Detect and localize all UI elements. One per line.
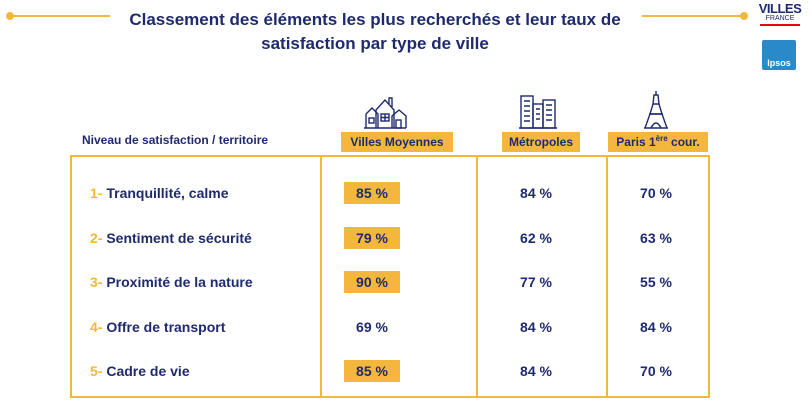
table-cell: 84 %	[520, 319, 552, 335]
row-rank: 5-	[90, 363, 103, 379]
row-label: 5- Cadre de vie	[90, 363, 190, 379]
row-label: 3- Proximité de la nature	[90, 274, 253, 290]
table-cell: 85 %	[344, 360, 400, 382]
table-cell: 84 %	[520, 363, 552, 379]
title-line-2: satisfaction par type de ville	[261, 34, 489, 53]
row-rank: 3-	[90, 274, 103, 290]
col-header-paris: Paris 1ère cour.	[608, 132, 708, 152]
title-deco-line-right	[642, 15, 742, 17]
row-header-label: Niveau de satisfaction / territoire	[82, 133, 269, 147]
row-rank: 2-	[90, 230, 103, 246]
table-cell: 77 %	[520, 274, 552, 290]
eiffel-tower-icon	[644, 91, 668, 129]
title-deco-line-left	[10, 15, 110, 17]
row-label: 4- Offre de transport	[90, 319, 225, 335]
table-col-villes-box	[320, 155, 478, 398]
table-cell: 63 %	[640, 230, 672, 246]
row-criterion: Cadre de vie	[102, 363, 190, 379]
page-title: Classement des éléments les plus recherc…	[110, 8, 640, 56]
title-line-1: Classement des éléments les plus recherc…	[129, 10, 621, 29]
table-cell: 90 %	[344, 271, 400, 293]
row-criterion: Proximité de la nature	[102, 274, 253, 290]
row-label: 2- Sentiment de sécurité	[90, 230, 252, 246]
ipsos-logo: Ipsos	[762, 40, 796, 70]
city-buildings-icon	[519, 95, 557, 129]
row-criterion: Tranquillité, calme	[102, 185, 229, 201]
table-cell: 84 %	[640, 319, 672, 335]
row-label: 1- Tranquillité, calme	[90, 185, 229, 201]
col-header-villes-moyennes: Villes Moyennes	[341, 132, 453, 152]
town-houses-icon	[364, 97, 407, 129]
villes-de-france-logo: VILLES FRANCE	[758, 2, 802, 26]
table-col-paris-box	[606, 155, 710, 398]
table-cell: 69 %	[356, 319, 388, 335]
table-cell: 70 %	[640, 185, 672, 201]
col-header-metropoles: Métropoles	[502, 132, 580, 152]
table-cell: 85 %	[344, 182, 400, 204]
row-rank: 4-	[90, 319, 103, 335]
row-criterion: Offre de transport	[102, 319, 226, 335]
table-cell: 62 %	[520, 230, 552, 246]
title-deco-dot-right	[740, 12, 748, 20]
table-cell: 55 %	[640, 274, 672, 290]
table-cell: 70 %	[640, 363, 672, 379]
table-cell: 79 %	[344, 227, 400, 249]
table-cell: 84 %	[520, 185, 552, 201]
row-criterion: Sentiment de sécurité	[102, 230, 252, 246]
row-rank: 1-	[90, 185, 103, 201]
